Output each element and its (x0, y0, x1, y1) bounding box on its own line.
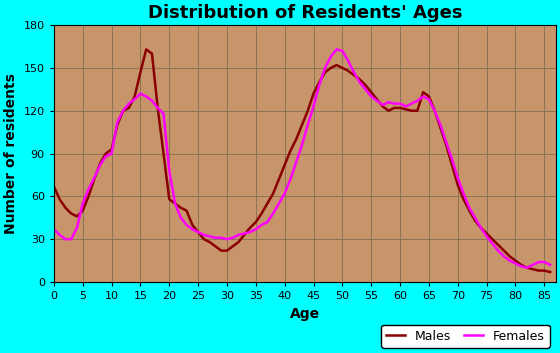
Line: Females: Females (54, 49, 550, 268)
Females (333, 47, 340, 52)
X-axis label: Age: Age (290, 307, 320, 321)
Y-axis label: Number of residents: Number of residents (4, 73, 18, 234)
Females (524, 265, 530, 270)
Males (50, 184, 57, 189)
Males (547, 270, 553, 274)
Females (258, 223, 265, 227)
Males (305, 109, 311, 113)
Females (195, 230, 202, 234)
Line: Males: Males (54, 49, 550, 272)
Legend: Males, Females: Males, Females (381, 325, 549, 348)
Males (264, 202, 270, 206)
Females (131, 97, 138, 101)
Males (131, 94, 138, 98)
Males (143, 47, 150, 52)
Females (298, 143, 305, 147)
Females (160, 112, 167, 116)
Males (200, 237, 207, 241)
Males (460, 197, 467, 201)
Males (166, 197, 172, 201)
Females (50, 227, 57, 231)
Title: Distribution of Residents' Ages: Distribution of Residents' Ages (148, 4, 462, 22)
Females (460, 191, 467, 196)
Females (547, 263, 553, 267)
